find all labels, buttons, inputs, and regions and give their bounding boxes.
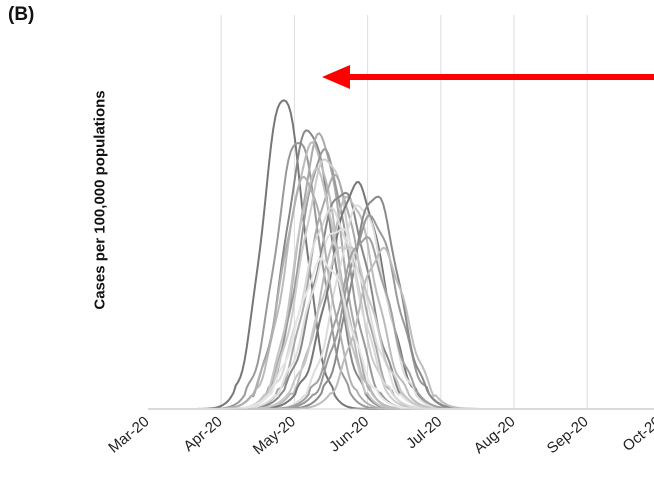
x-tick-label: Sep-20	[544, 413, 592, 457]
x-tick-label: Oct-20	[620, 413, 654, 455]
series-line	[148, 142, 654, 410]
series-line	[148, 196, 654, 410]
x-tick-label: Apr-20	[180, 413, 225, 455]
annotation-arrow	[322, 65, 654, 89]
x-tick-labels: Mar-20 Apr-20 May-20 Jun-20 Jul-20 Aug-20 Sep-…	[105, 413, 654, 458]
series-line	[148, 148, 654, 410]
series-line	[148, 132, 654, 410]
series-line	[148, 246, 654, 410]
series-line	[148, 246, 654, 410]
series-line	[148, 158, 654, 410]
x-tick-label: May-20	[250, 413, 299, 458]
series-line	[148, 191, 654, 410]
x-tick-label: Aug-20	[471, 413, 519, 457]
series-curves	[148, 99, 654, 410]
x-tick-label: Jul-20	[403, 413, 445, 452]
panel-label: (B)	[8, 4, 35, 25]
series-line	[148, 195, 654, 410]
x-tick-label: Jun-20	[326, 413, 372, 456]
series-line	[148, 129, 654, 410]
series-line	[148, 236, 654, 410]
series-line	[148, 227, 654, 410]
series-line	[148, 257, 654, 410]
series-line	[148, 141, 654, 410]
x-tick-label: Mar-20	[105, 413, 152, 457]
arrow-head	[322, 65, 350, 89]
